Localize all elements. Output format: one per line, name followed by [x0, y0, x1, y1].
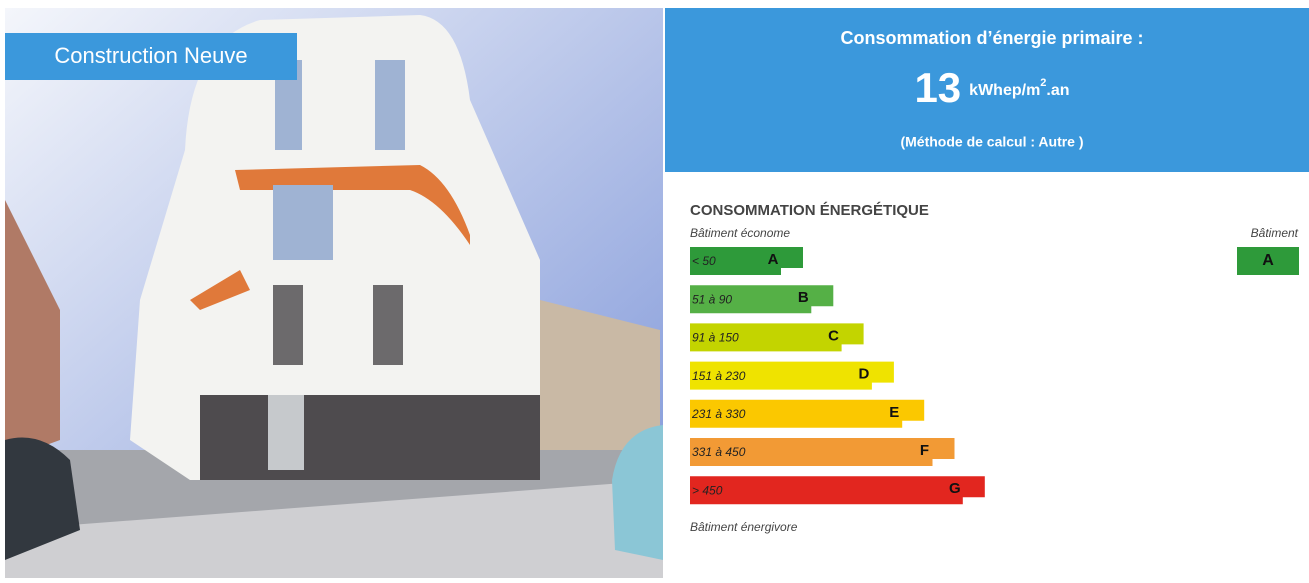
unit: kWhep/m: [969, 82, 1040, 99]
badge-text: Construction Neuve: [54, 43, 247, 68]
label-title: CONSOMMATION ÉNERGÉTIQUE: [690, 202, 929, 219]
screen: Construction Neuve Consommation d’énergi…: [0, 0, 1309, 578]
class-range: 151 à 230: [692, 369, 746, 383]
class-letter: D: [858, 366, 869, 383]
top-note: Bâtiment économe: [690, 226, 790, 240]
class-range: < 50: [692, 254, 716, 268]
class-letter: C: [828, 327, 839, 344]
class-letter: F: [920, 442, 929, 459]
class-range: > 450: [692, 483, 723, 497]
class-bar: [690, 476, 985, 504]
bottom-note: Bâtiment énergivore: [690, 520, 798, 534]
building-class: A: [1262, 252, 1274, 269]
photo: [5, 8, 663, 578]
building-heading: Bâtiment: [1251, 226, 1299, 240]
header-method: (Méthode de calcul : Autre ): [900, 134, 1083, 150]
value: 13: [914, 64, 961, 111]
class-letter: B: [798, 289, 809, 306]
class-letter: E: [889, 404, 899, 421]
class-range: 51 à 90: [692, 292, 732, 306]
unit-end: .an: [1046, 82, 1069, 99]
class-letter: G: [949, 480, 961, 497]
class-range: 331 à 450: [692, 445, 746, 459]
class-letter: A: [768, 251, 779, 268]
page: Construction Neuve Consommation d’énergi…: [0, 0, 1309, 578]
header-title: Consommation d’énergie primaire :: [840, 28, 1143, 48]
class-range: 231 à 330: [691, 407, 746, 421]
class-range: 91 à 150: [692, 331, 739, 345]
